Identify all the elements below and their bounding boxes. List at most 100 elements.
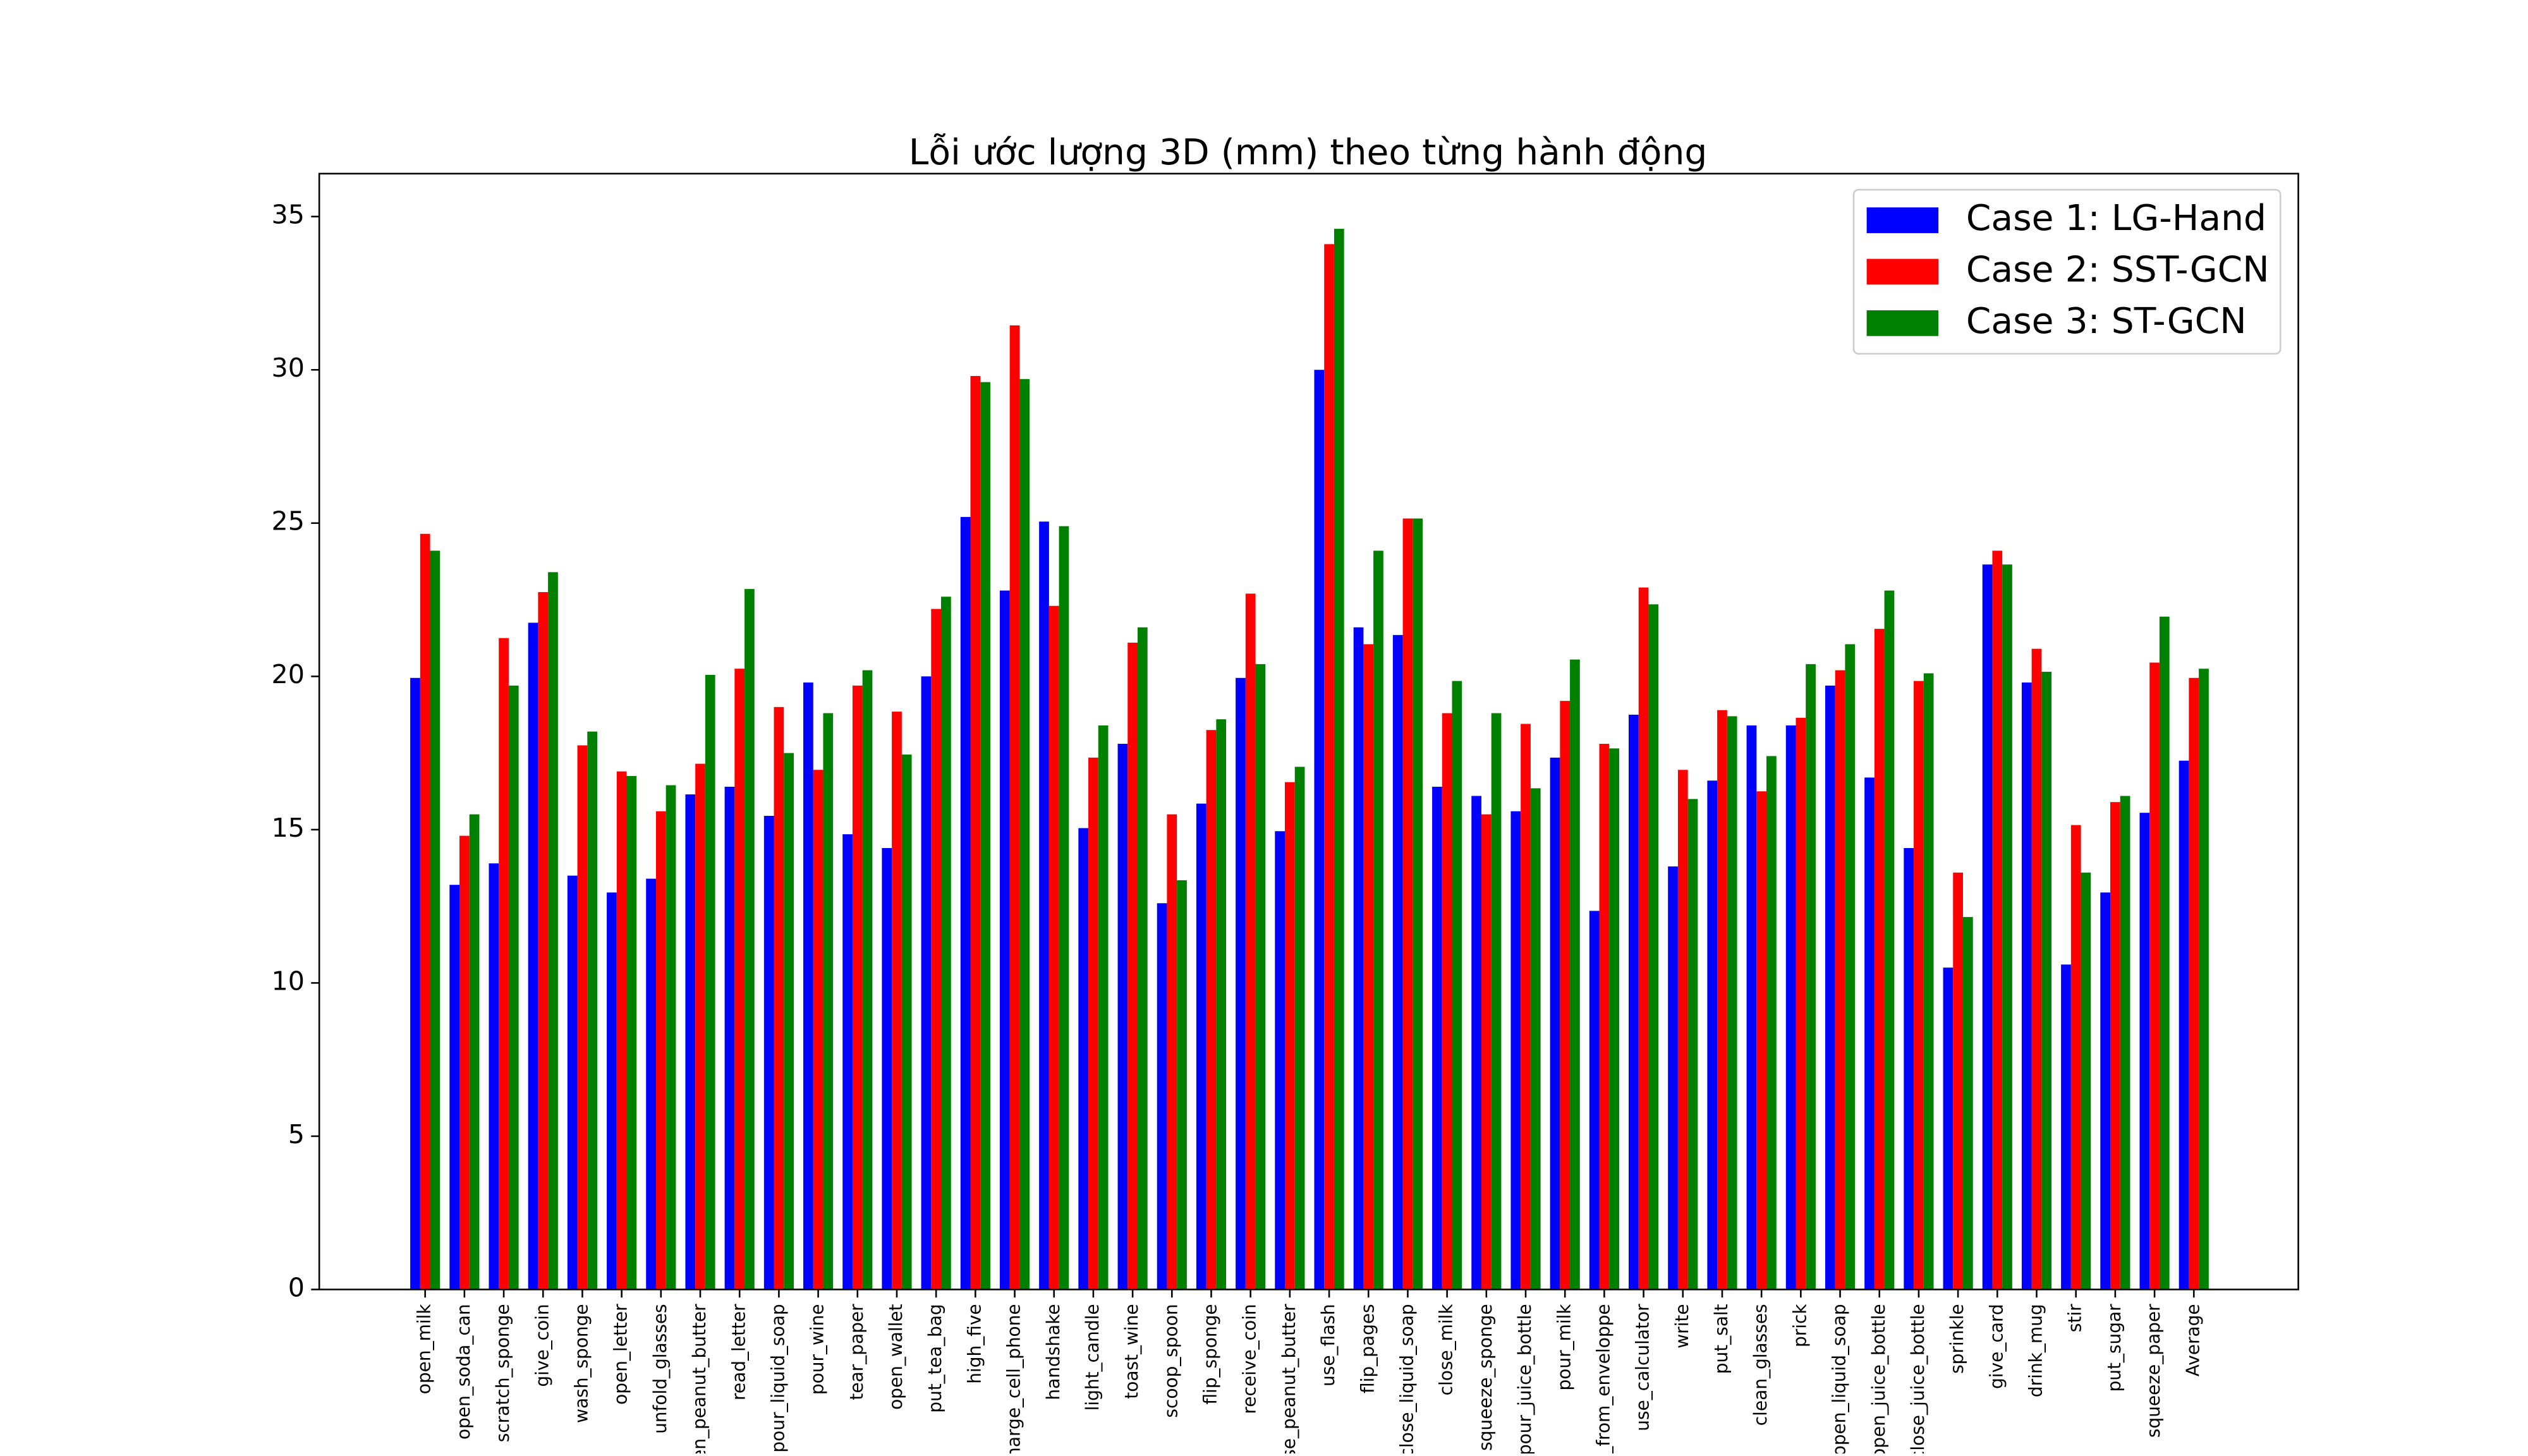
x-tick-label: charge_cell_phone xyxy=(1003,1304,1024,1453)
bar xyxy=(803,682,813,1290)
x-tick-label: high_five xyxy=(964,1304,985,1383)
bar xyxy=(941,597,951,1290)
x-tick-label: pour_liquid_soap xyxy=(767,1304,788,1452)
x-tick-label: pour_juice_bottle xyxy=(1514,1304,1535,1453)
bar xyxy=(921,676,932,1290)
bar xyxy=(1766,756,1777,1290)
x-tick-label: wash_sponge xyxy=(571,1304,592,1423)
bar xyxy=(1245,593,1256,1290)
bar xyxy=(1756,791,1767,1290)
bar xyxy=(2061,964,2071,1290)
bar xyxy=(2199,669,2209,1290)
y-tick-label: 10 xyxy=(271,966,304,997)
x-tick-label: give_coin xyxy=(532,1304,552,1386)
legend-label: Case 2: SST-GCN xyxy=(1966,250,2270,291)
x-tick-label: close_juice_bottle xyxy=(1907,1304,1928,1453)
bar xyxy=(1167,814,1177,1290)
bar xyxy=(695,763,705,1290)
bar xyxy=(528,622,538,1290)
bar xyxy=(1845,644,1856,1290)
bar xyxy=(852,685,863,1290)
bar xyxy=(420,533,430,1290)
bar xyxy=(705,674,715,1290)
x-tick-label: open_peanut_butter xyxy=(689,1304,710,1453)
bar xyxy=(980,382,990,1290)
x-tick-label: drink_mug xyxy=(2025,1304,2046,1397)
bar xyxy=(2120,796,2130,1290)
bar xyxy=(1324,244,1334,1290)
x-tick-label: toast_wine xyxy=(1121,1304,1142,1398)
bar xyxy=(1491,713,1502,1290)
bar xyxy=(499,638,509,1290)
bar xyxy=(1373,550,1383,1290)
x-tick-label: flip_pages xyxy=(1357,1304,1378,1393)
bar xyxy=(2149,662,2160,1290)
bar xyxy=(1629,714,1639,1290)
bar xyxy=(1864,777,1875,1290)
bar xyxy=(2021,682,2032,1290)
bar xyxy=(842,834,853,1290)
bar xyxy=(685,794,696,1290)
bar xyxy=(960,517,971,1290)
y-tick-label: 30 xyxy=(271,353,304,383)
bar xyxy=(2179,760,2189,1290)
bar xyxy=(449,885,460,1290)
bar xyxy=(2110,802,2120,1290)
bar xyxy=(2189,677,2199,1290)
bar xyxy=(1825,685,1835,1290)
bar xyxy=(901,755,912,1290)
bar xyxy=(1560,701,1571,1290)
plot-frame xyxy=(318,173,2299,1290)
bar xyxy=(882,847,892,1290)
bar xyxy=(1255,664,1266,1290)
bar xyxy=(548,572,558,1290)
x-tick-label: open_wallet xyxy=(885,1304,906,1410)
bar xyxy=(2041,672,2052,1290)
bar xyxy=(1589,911,1600,1290)
legend-box xyxy=(1852,188,2282,355)
bar xyxy=(1216,719,1227,1290)
bar xyxy=(1059,526,1069,1290)
x-tick-label: Average xyxy=(2182,1304,2203,1376)
bar xyxy=(538,592,549,1290)
bar xyxy=(2070,825,2081,1290)
x-tick-label: close_peanut_butter xyxy=(1279,1304,1299,1453)
bar xyxy=(1392,634,1403,1290)
x-tick-label: handshake xyxy=(1043,1304,1064,1400)
bar xyxy=(1334,229,1344,1290)
bar xyxy=(1806,664,1816,1290)
bar xyxy=(567,875,578,1290)
legend-swatch xyxy=(1866,258,1939,285)
bar xyxy=(489,863,499,1290)
bar xyxy=(1236,677,1246,1290)
x-tick-label: take_letter_from_enveloppe xyxy=(1593,1304,1613,1453)
legend-swatch xyxy=(1866,207,1939,233)
bar xyxy=(763,816,774,1290)
x-tick-label: open_letter xyxy=(611,1304,631,1405)
bar xyxy=(1413,518,1423,1290)
bar xyxy=(1314,370,1325,1290)
bar xyxy=(1088,757,1098,1290)
bar xyxy=(1363,644,1374,1290)
bar xyxy=(1884,590,1895,1290)
bar xyxy=(1432,786,1442,1290)
bar xyxy=(1687,799,1698,1290)
y-tick-label: 5 xyxy=(288,1119,305,1150)
bar xyxy=(626,775,637,1290)
x-tick-label: write xyxy=(1672,1304,1692,1348)
x-tick-label: tear_paper xyxy=(846,1304,867,1400)
x-tick-label: open_juice_bottle xyxy=(1868,1304,1889,1453)
y-tick-label: 15 xyxy=(271,813,304,843)
bar xyxy=(1471,796,1481,1290)
bar xyxy=(1727,716,1737,1290)
bar xyxy=(2139,813,2150,1290)
bar xyxy=(2081,872,2091,1290)
bar xyxy=(2002,564,2012,1290)
bar xyxy=(1117,744,1128,1290)
bar xyxy=(931,609,942,1290)
bar xyxy=(1098,725,1109,1290)
bar xyxy=(1137,627,1148,1290)
bar xyxy=(1953,872,1963,1290)
bar xyxy=(1353,627,1364,1290)
bar xyxy=(508,685,519,1290)
